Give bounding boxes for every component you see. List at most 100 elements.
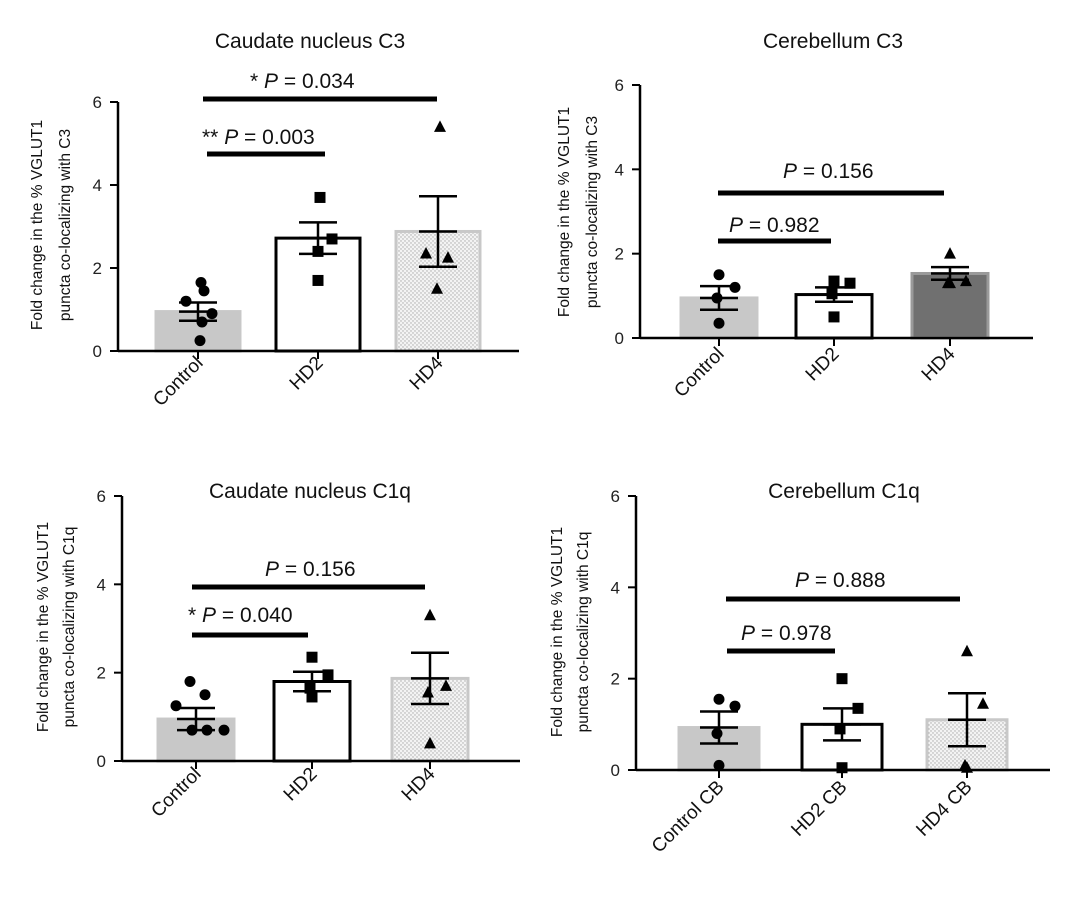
data-point xyxy=(306,651,318,663)
chart-panel: Cerebellum C3 Fold change in the % VGLUT1… xyxy=(556,30,1033,402)
data-point xyxy=(852,702,864,714)
x-tick-label: HD2 xyxy=(286,353,328,395)
data-point xyxy=(440,679,452,691)
data-point xyxy=(442,251,454,263)
data-point xyxy=(422,686,434,698)
y-tick-label: 4 xyxy=(93,176,102,195)
x-tick-label: HD4 xyxy=(918,343,960,385)
y-tick-label: 2 xyxy=(615,245,624,264)
x-tick-label: Control CB xyxy=(648,777,729,858)
data-point xyxy=(304,682,316,694)
data-point xyxy=(314,191,326,203)
y-tick-label: 0 xyxy=(615,329,624,348)
chart-panel: Caudate nucleus C1q Fold change in the % … xyxy=(35,480,520,822)
data-point xyxy=(312,274,324,286)
chart-title: Caudate nucleus C1q xyxy=(209,480,411,503)
data-point xyxy=(196,316,208,328)
data-point xyxy=(713,759,725,771)
y-axis-label: puncta co-localizing with C3 xyxy=(584,116,601,308)
data-point xyxy=(844,277,856,289)
y-axis-label: Fold change in the % VGLUT1 xyxy=(549,527,566,737)
p-value-label: P = 0.888 xyxy=(795,569,886,592)
data-point xyxy=(711,727,723,739)
data-point xyxy=(944,276,956,289)
y-tick-label: 2 xyxy=(611,670,620,689)
y-tick-label: 6 xyxy=(93,93,102,112)
p-value-label: P = 0.978 xyxy=(741,622,832,645)
y-tick-label: 4 xyxy=(97,575,106,594)
data-point xyxy=(306,691,318,703)
data-point xyxy=(201,724,213,736)
data-point xyxy=(977,697,989,709)
y-tick-label: 2 xyxy=(97,664,106,683)
y-axis-label: puncta co-localizing with C3 xyxy=(57,129,74,321)
data-point xyxy=(170,700,182,712)
data-point xyxy=(834,723,846,735)
chart-title: Cerebellum C3 xyxy=(763,30,903,53)
data-point xyxy=(326,233,338,245)
x-tick-label: HD2 xyxy=(802,344,844,386)
y-tick-label: 0 xyxy=(93,342,102,361)
data-point xyxy=(944,247,956,259)
p-value-label: ** P = 0.003 xyxy=(202,126,315,149)
p-value-label: P = 0.156 xyxy=(783,160,874,183)
data-point xyxy=(713,317,725,329)
data-point xyxy=(729,281,741,293)
p-value-label: P = 0.156 xyxy=(265,558,356,581)
y-tick-label: 4 xyxy=(611,578,620,597)
data-point xyxy=(424,608,436,621)
x-tick-label: Control xyxy=(670,344,728,402)
x-tick-label: Control xyxy=(147,764,205,822)
y-axis-label: puncta co-localizing with C1q xyxy=(61,527,78,728)
x-tick-label: Control xyxy=(149,353,207,411)
data-point xyxy=(713,269,725,281)
data-point xyxy=(312,245,324,257)
data-point xyxy=(424,736,436,749)
data-point xyxy=(322,669,334,681)
data-point xyxy=(184,676,196,687)
x-tick-label: HD4 CB xyxy=(912,777,976,841)
chart-panel: Cerebellum C1q Fold change in the % VGLUT… xyxy=(549,480,1050,857)
chart-title: Cerebellum C1q xyxy=(768,480,920,503)
data-point xyxy=(711,292,723,304)
x-tick-label: HD2 CB xyxy=(787,777,851,841)
data-point xyxy=(713,693,725,705)
data-point xyxy=(434,120,446,132)
data-point xyxy=(186,724,198,736)
p-value-label: * P = 0.034 xyxy=(250,70,355,93)
y-tick-label: 2 xyxy=(93,259,102,278)
data-point xyxy=(961,644,973,657)
y-tick-label: 6 xyxy=(611,487,620,506)
x-tick-label: HD2 xyxy=(280,764,322,806)
data-point xyxy=(180,295,192,307)
p-value-label: P = 0.982 xyxy=(729,214,820,237)
p-value-label: * P = 0.040 xyxy=(188,604,293,627)
y-axis-label: Fold change in the % VGLUT1 xyxy=(29,120,46,330)
data-point xyxy=(828,311,840,323)
data-point xyxy=(828,275,840,287)
y-tick-label: 6 xyxy=(615,76,624,95)
y-tick-label: 6 xyxy=(97,487,106,506)
y-tick-label: 0 xyxy=(611,761,620,780)
data-point xyxy=(206,308,218,320)
data-point xyxy=(836,762,848,774)
x-tick-label: HD4 xyxy=(398,763,440,805)
data-point xyxy=(199,689,211,701)
data-point xyxy=(420,246,432,259)
y-axis-label: puncta co-localizing with C1q xyxy=(575,532,592,733)
data-point xyxy=(729,700,741,712)
x-tick-label: HD4 xyxy=(406,352,448,394)
data-point xyxy=(826,288,838,300)
data-point xyxy=(194,335,206,347)
data-point xyxy=(431,282,443,294)
y-axis-label: Fold change in the % VGLUT1 xyxy=(35,522,52,732)
y-tick-label: 4 xyxy=(615,160,624,179)
y-tick-label: 0 xyxy=(97,752,106,771)
data-point xyxy=(198,285,210,297)
chart-panel: Caudate nucleus C3 Fold change in the % V… xyxy=(29,30,519,411)
data-point xyxy=(195,277,207,289)
y-axis-label: Fold change in the % VGLUT1 xyxy=(556,107,573,317)
data-point xyxy=(836,673,848,685)
data-point xyxy=(960,274,972,287)
